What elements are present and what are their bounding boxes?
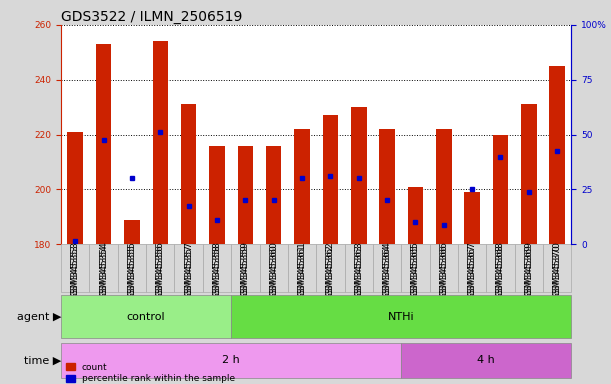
Text: control: control	[127, 311, 166, 321]
Text: GSM345361: GSM345361	[298, 241, 307, 296]
Text: GSM345354: GSM345354	[99, 244, 108, 299]
Text: GSM345366: GSM345366	[439, 244, 448, 299]
Text: GSM345365: GSM345365	[411, 241, 420, 296]
FancyBboxPatch shape	[514, 244, 543, 293]
Text: GSM345370: GSM345370	[552, 241, 562, 296]
Text: GSM345369: GSM345369	[524, 244, 533, 299]
Text: GSM345360: GSM345360	[269, 244, 278, 299]
Text: GSM345369: GSM345369	[524, 241, 533, 296]
Bar	[124, 220, 140, 244]
FancyBboxPatch shape	[89, 244, 118, 293]
Text: GSM345367: GSM345367	[467, 241, 477, 296]
Text: GSM345365: GSM345365	[411, 244, 420, 299]
Text: GSM345363: GSM345363	[354, 244, 363, 299]
Text: GSM345359: GSM345359	[241, 244, 250, 299]
Text: GSM345359: GSM345359	[241, 241, 250, 296]
Text: GSM345355: GSM345355	[128, 241, 136, 296]
Text: 4 h: 4 h	[477, 356, 495, 366]
Text: GSM345357: GSM345357	[184, 244, 193, 299]
FancyBboxPatch shape	[486, 244, 514, 293]
Bar	[61, 295, 231, 338]
Text: GSM345360: GSM345360	[269, 241, 278, 296]
Bar	[401, 343, 571, 378]
Text: GSM345370: GSM345370	[552, 244, 562, 299]
Text: GSM345364: GSM345364	[382, 241, 392, 296]
Bar	[238, 146, 253, 244]
FancyBboxPatch shape	[345, 244, 373, 293]
Text: GSM345353: GSM345353	[71, 244, 80, 299]
Bar	[231, 295, 571, 338]
FancyBboxPatch shape	[401, 244, 430, 293]
Bar	[408, 187, 423, 244]
Legend: count, percentile rank within the sample: count, percentile rank within the sample	[65, 362, 235, 383]
FancyBboxPatch shape	[288, 244, 316, 293]
Bar	[379, 129, 395, 244]
Text: GSM345362: GSM345362	[326, 244, 335, 299]
Bar	[209, 146, 225, 244]
FancyBboxPatch shape	[458, 244, 486, 293]
Text: GSM345363: GSM345363	[354, 241, 363, 296]
Text: GSM345356: GSM345356	[156, 244, 165, 299]
Bar	[464, 192, 480, 244]
Text: GSM345367: GSM345367	[467, 244, 477, 299]
FancyBboxPatch shape	[373, 244, 401, 293]
FancyBboxPatch shape	[543, 244, 571, 293]
FancyBboxPatch shape	[175, 244, 203, 293]
Text: time ▶: time ▶	[24, 356, 61, 366]
Bar	[295, 129, 310, 244]
FancyBboxPatch shape	[146, 244, 175, 293]
Text: GSM345368: GSM345368	[496, 244, 505, 299]
Bar	[61, 343, 401, 378]
Bar	[96, 44, 111, 244]
Bar	[521, 104, 536, 244]
Text: GSM345362: GSM345362	[326, 241, 335, 296]
Text: GSM345358: GSM345358	[213, 244, 222, 299]
Text: GDS3522 / ILMN_2506519: GDS3522 / ILMN_2506519	[61, 10, 243, 24]
FancyBboxPatch shape	[316, 244, 345, 293]
FancyBboxPatch shape	[61, 244, 89, 293]
Text: GSM345361: GSM345361	[298, 244, 307, 299]
Bar	[153, 41, 168, 244]
Text: GSM345354: GSM345354	[99, 241, 108, 296]
Bar	[492, 134, 508, 244]
Text: GSM345355: GSM345355	[128, 244, 136, 299]
Text: GSM345358: GSM345358	[213, 241, 222, 296]
Text: NTHi: NTHi	[388, 311, 414, 321]
Bar	[436, 129, 452, 244]
Text: GSM345368: GSM345368	[496, 241, 505, 296]
Bar	[266, 146, 282, 244]
Text: GSM345353: GSM345353	[71, 241, 80, 296]
Text: GSM345357: GSM345357	[184, 241, 193, 296]
FancyBboxPatch shape	[260, 244, 288, 293]
Text: 2 h: 2 h	[222, 356, 240, 366]
FancyBboxPatch shape	[203, 244, 231, 293]
Text: GSM345356: GSM345356	[156, 241, 165, 296]
FancyBboxPatch shape	[430, 244, 458, 293]
Text: GSM345364: GSM345364	[382, 244, 392, 299]
Bar	[67, 132, 83, 244]
Text: agent ▶: agent ▶	[16, 311, 61, 321]
FancyBboxPatch shape	[231, 244, 260, 293]
Bar	[549, 66, 565, 244]
Bar	[181, 104, 197, 244]
Bar	[351, 107, 367, 244]
Text: GSM345366: GSM345366	[439, 241, 448, 296]
FancyBboxPatch shape	[118, 244, 146, 293]
Bar	[323, 116, 338, 244]
